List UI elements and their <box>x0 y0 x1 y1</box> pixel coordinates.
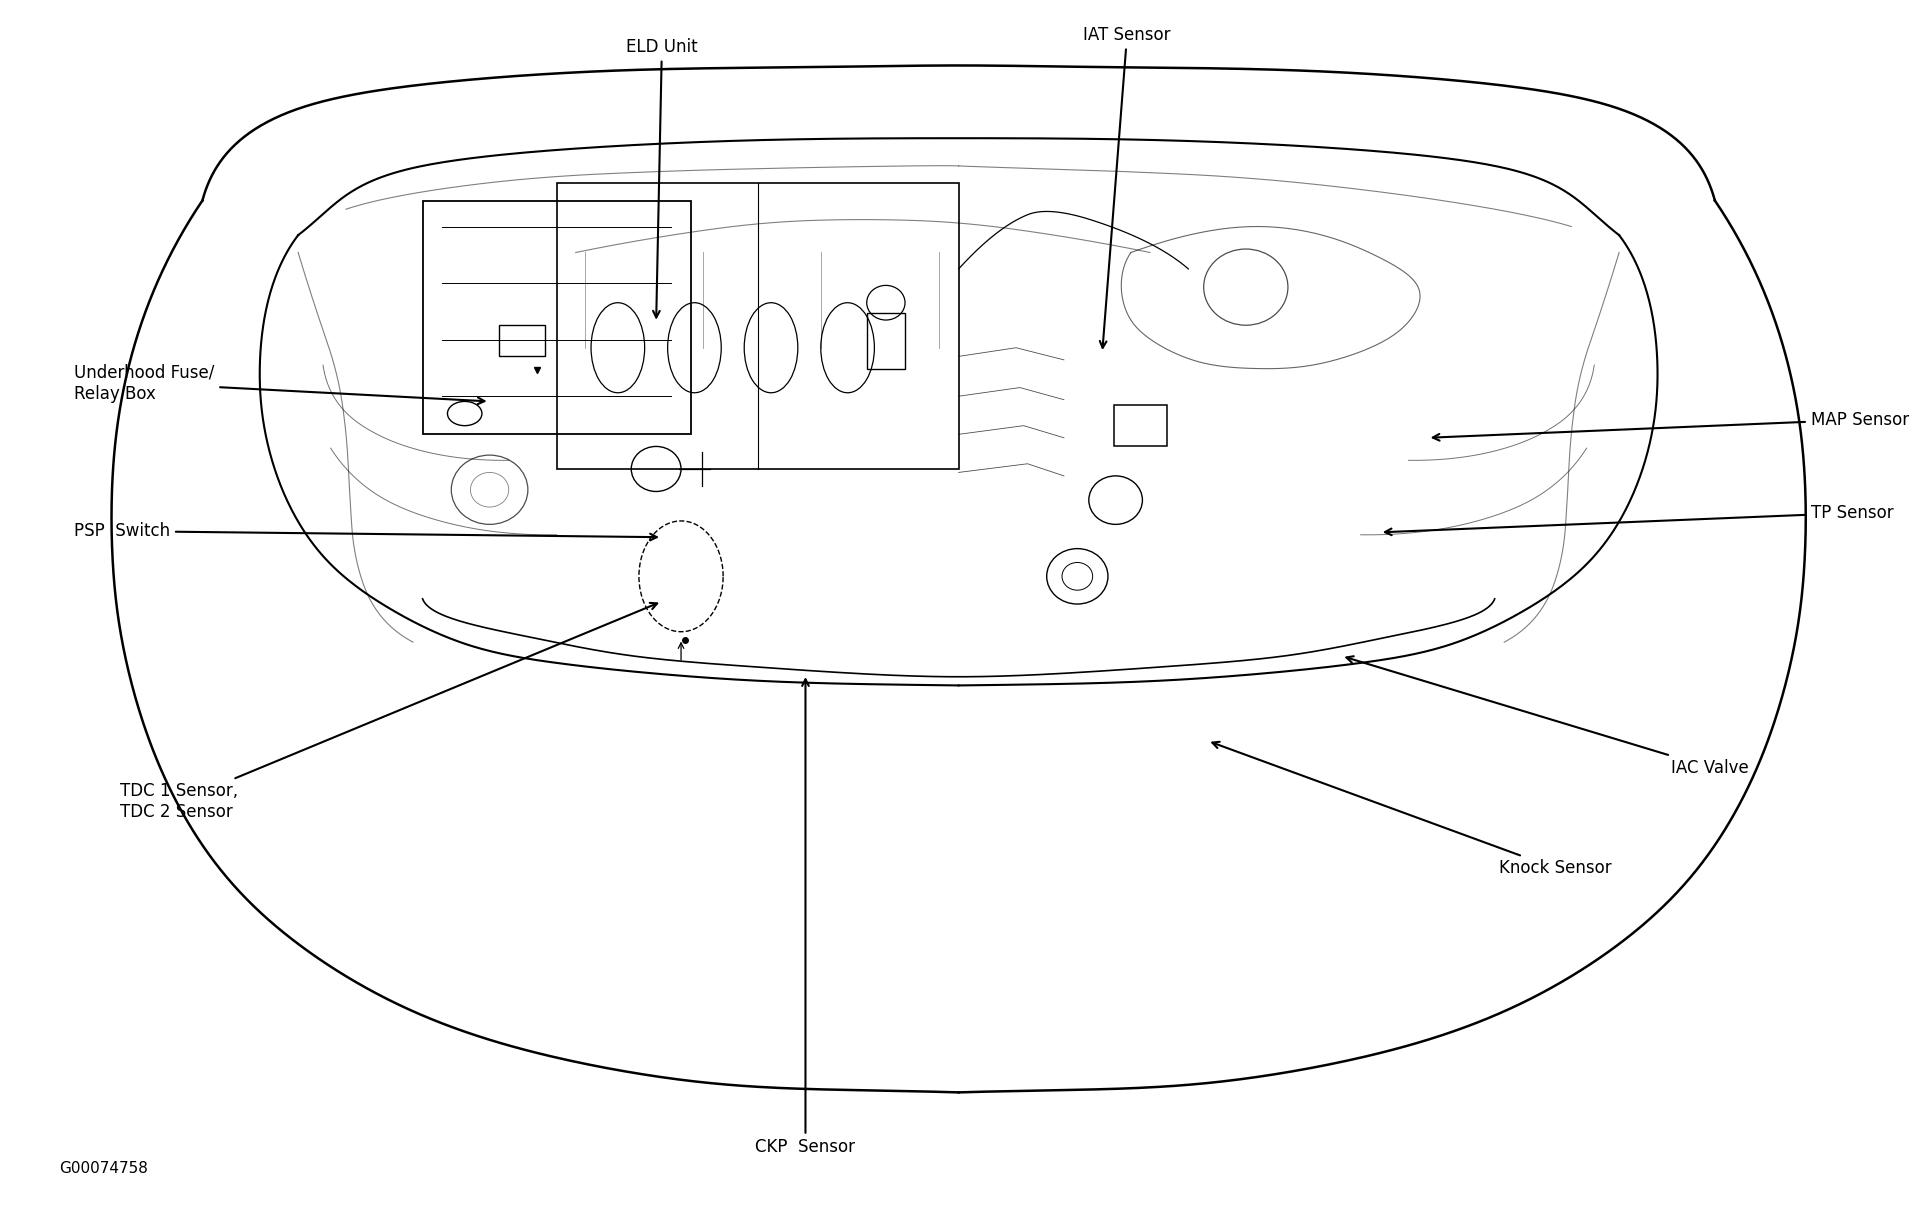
Text: Underhood Fuse/
Relay Box: Underhood Fuse/ Relay Box <box>73 363 485 405</box>
Bar <box>866 313 904 368</box>
Text: TDC 1 Sensor,
TDC 2 Sensor: TDC 1 Sensor, TDC 2 Sensor <box>120 603 657 821</box>
Text: IAT Sensor: IAT Sensor <box>1082 26 1171 347</box>
Bar <box>1113 405 1167 446</box>
Text: IAC Valve: IAC Valve <box>1347 656 1748 776</box>
Text: Knock Sensor: Knock Sensor <box>1211 742 1609 877</box>
Text: PSP  Switch: PSP Switch <box>73 522 657 541</box>
Text: ELD Unit: ELD Unit <box>626 38 697 317</box>
Text: MAP Sensor: MAP Sensor <box>1432 411 1907 441</box>
Bar <box>556 183 958 469</box>
Bar <box>423 200 690 434</box>
Text: TP Sensor: TP Sensor <box>1383 504 1891 535</box>
Text: G00074758: G00074758 <box>58 1160 147 1176</box>
Text: CKP  Sensor: CKP Sensor <box>755 679 856 1157</box>
Bar <box>498 326 545 356</box>
